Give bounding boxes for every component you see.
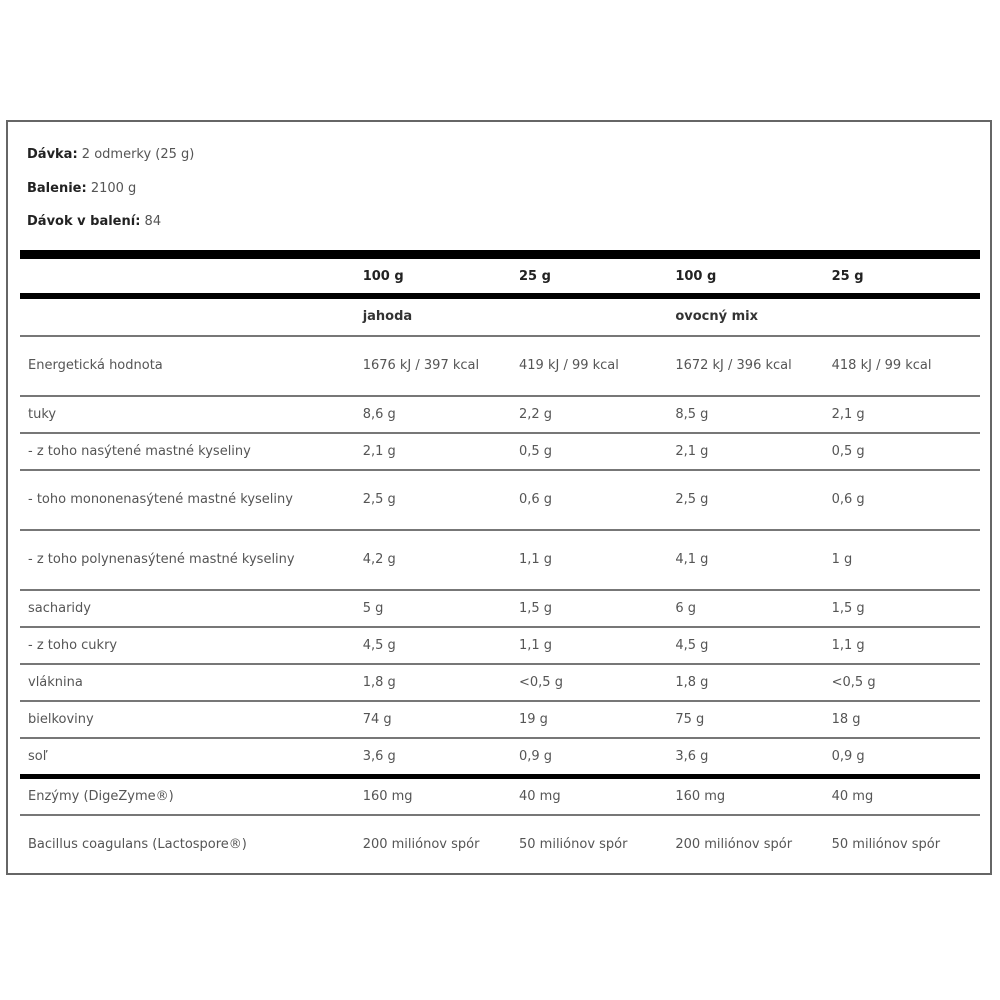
nutrient-value: ovocný mix (667, 299, 824, 337)
nutrient-value: 200 miliónov spór (362, 837, 480, 852)
servings-per-package: Dávok v balení: 84 (27, 214, 161, 229)
nutrient-name: Energetická hodnota (20, 336, 355, 397)
nutrient-value: 4,5 g (354, 627, 511, 665)
nutrient-value: 0,6 g (823, 470, 980, 531)
nutrient-value: 0,9 g (511, 738, 668, 779)
nutrient-value: 74 g (354, 701, 511, 739)
table-row: - z toho polynenasýtené mastné kyseliny 4… (20, 530, 980, 591)
servings-label: Dávok v balení: (27, 214, 141, 229)
nutrient-value (511, 299, 668, 337)
nutrient-value: 100 g (362, 269, 404, 284)
divider-header (20, 293, 980, 299)
nutrient-value: 2,1 g (823, 396, 980, 434)
table-row: Enzýmy (DigeZyme®) 160 mg 40 mg 160 mg 40 mg (20, 776, 980, 816)
nutrient-value: <0,5 g (823, 664, 980, 702)
nutrient-name: bielkoviny (20, 701, 355, 739)
nutrient-value: 40 mg (823, 776, 980, 816)
nutrient-value: 3,6 g (354, 738, 511, 779)
nutrient-value: 1,1 g (511, 627, 668, 665)
nutrient-name (20, 258, 355, 296)
nutrient-name: sacharidy (20, 590, 355, 628)
nutrient-value: 6 g (667, 590, 824, 628)
nutrient-value: 2,5 g (667, 470, 824, 531)
table-row: Bacillus coagulans (Lactospore®) 200 mili… (20, 815, 980, 874)
nutrient-value: 0,6 g (511, 470, 668, 531)
nutrient-name: - z toho nasýtené mastné kyseliny (20, 433, 355, 471)
nutrient-name: Enzýmy (DigeZyme®) (20, 776, 355, 816)
table-row: Energetická hodnota 1676 kJ / 397 kcal 419… (20, 336, 980, 397)
nutrient-value: jahoda (354, 299, 511, 337)
nutrient-value: <0,5 g (511, 664, 668, 702)
divider-top (20, 250, 980, 259)
nutrient-value: 0,5 g (823, 433, 980, 471)
nutrient-value: 2,1 g (354, 433, 511, 471)
nutrient-value: 100 g (675, 269, 717, 284)
nutrient-name: - z toho cukry (20, 627, 355, 665)
nutrient-value: 2,5 g (354, 470, 511, 531)
nutrient-value: 4,5 g (667, 627, 824, 665)
table-row: soľ 3,6 g 0,9 g 3,6 g 0,9 g (20, 738, 980, 779)
nutrient-value: 1,1 g (511, 530, 668, 591)
nutrient-value: 25 g (519, 269, 551, 284)
table-row: - z toho cukry 4,5 g 1,1 g 4,5 g 1,1 g (20, 627, 980, 665)
nutrient-value: 50 miliónov spór (519, 837, 628, 852)
serving-size-label: Dávka: (27, 147, 78, 162)
nutrient-name: vláknina (20, 664, 355, 702)
nutrient-value: 4,1 g (667, 530, 824, 591)
nutrient-value: 1,5 g (511, 590, 668, 628)
table-row: tuky 8,6 g 2,2 g 8,5 g 2,1 g (20, 396, 980, 434)
nutrient-name: - toho mononenasýtené mastné kyseliny (20, 470, 355, 531)
nutrient-value: 3,6 g (667, 738, 824, 779)
nutrient-value: 2,1 g (667, 433, 824, 471)
table-row: vláknina 1,8 g <0,5 g 1,8 g <0,5 g (20, 664, 980, 702)
nutrient-value: 2,2 g (511, 396, 668, 434)
nutrient-value: 1676 kJ / 397 kcal (354, 336, 511, 397)
table-row: bielkoviny 74 g 19 g 75 g 18 g (20, 701, 980, 739)
nutrient-name: soľ (20, 738, 355, 779)
nutrient-name: tuky (20, 396, 355, 434)
nutrient-value: 160 mg (354, 776, 511, 816)
nutrient-value: 0,9 g (823, 738, 980, 779)
nutrition-table: 100 g 25 g 100 g 25 g jahoda ovocný mix Energe… (20, 258, 980, 874)
nutrient-value: 1,1 g (823, 627, 980, 665)
nutrient-value: 8,6 g (354, 396, 511, 434)
nutrient-value: 18 g (823, 701, 980, 739)
nutrient-value: 1672 kJ / 396 kcal (667, 336, 824, 397)
nutrient-value: 19 g (511, 701, 668, 739)
nutrient-name: Bacillus coagulans (Lactospore®) (28, 837, 247, 852)
serving-size-value: 2 odmerky (25 g) (81, 147, 195, 162)
nutrient-value: 4,2 g (354, 530, 511, 591)
nutrient-value: 200 miliónov spór (675, 837, 793, 852)
nutrient-name (20, 299, 355, 337)
nutrient-value: 25 g (831, 269, 864, 284)
nutrition-panel (6, 120, 992, 875)
servings-value: 84 (144, 214, 162, 229)
package-size-label: Balenie: (27, 181, 87, 196)
nutrient-value: 1,8 g (354, 664, 511, 702)
nutrient-value: 160 mg (667, 776, 824, 816)
nutrient-value: 418 kJ / 99 kcal (823, 336, 980, 397)
nutrient-value: 8,5 g (667, 396, 824, 434)
package-size-value: 2100 g (90, 181, 137, 196)
nutrient-value: 419 kJ / 99 kcal (511, 336, 668, 397)
package-size: Balenie: 2100 g (27, 181, 136, 196)
nutrient-value: 1,5 g (823, 590, 980, 628)
nutrient-value: 40 mg (511, 776, 668, 816)
nutrient-name: - z toho polynenasýtené mastné kyseliny (20, 530, 355, 591)
header-row: 100 g 25 g 100 g 25 g (20, 258, 980, 296)
table-row: - z toho nasýtené mastné kyseliny 2,1 g 0,… (20, 433, 980, 471)
serving-size: Dávka: 2 odmerky (25 g) (27, 147, 194, 162)
nutrient-value: 0,5 g (511, 433, 668, 471)
nutrient-value (823, 299, 980, 337)
nutrient-value: 1,8 g (667, 664, 824, 702)
nutrient-value: 50 miliónov spór (831, 837, 941, 852)
table-row: - toho mononenasýtené mastné kyseliny 2,5… (20, 470, 980, 531)
nutrient-value: 1 g (823, 530, 980, 591)
nutrient-value: 5 g (354, 590, 511, 628)
nutrient-value: 75 g (667, 701, 824, 739)
flavor-row: jahoda ovocný mix (20, 299, 980, 337)
